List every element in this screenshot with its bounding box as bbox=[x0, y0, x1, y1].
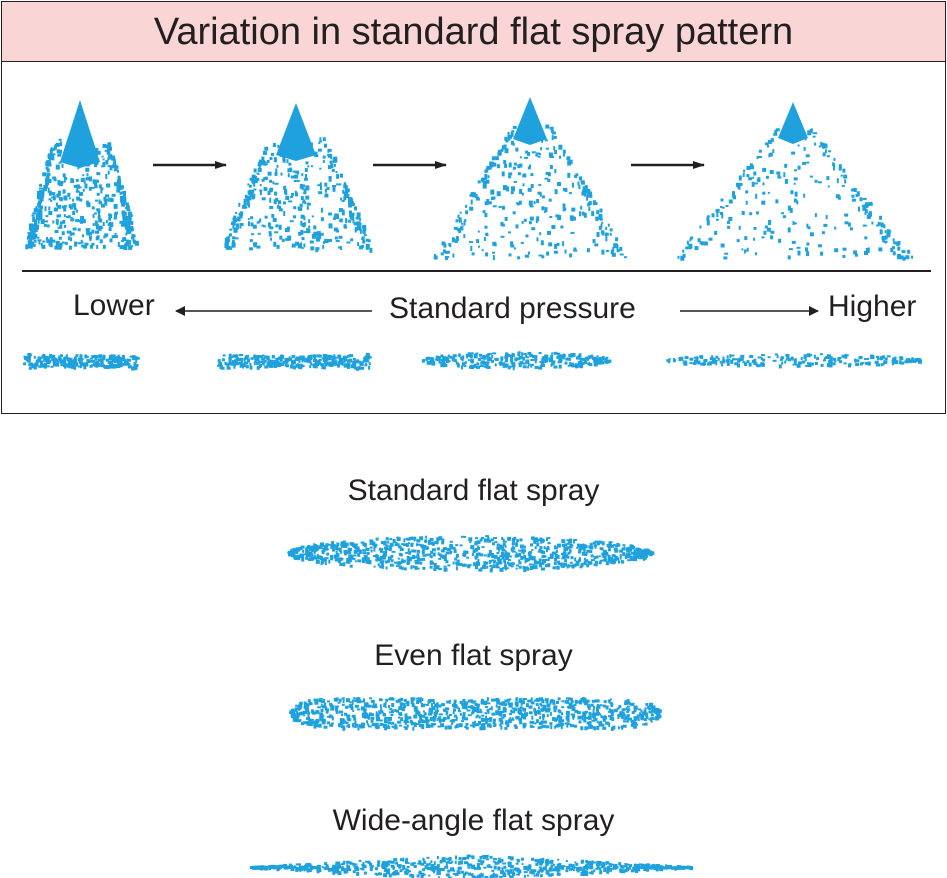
spray-dot-layer bbox=[23, 97, 922, 878]
standard-flat-spray-section bbox=[287, 535, 655, 573]
lower-pressure-fan-spray bbox=[25, 100, 139, 250]
higher-pressure-cross-section bbox=[666, 353, 922, 369]
higher-pressure-label: Higher bbox=[828, 290, 917, 323]
standard-flat-spray-caption: Standard flat spray bbox=[347, 474, 600, 507]
wide-angle-flat-spray-section bbox=[250, 854, 694, 878]
standard-pressure-fan-spray bbox=[433, 97, 627, 261]
higher-pressure-fan-spray bbox=[677, 102, 913, 261]
medium-low-pressure-fan-spray bbox=[224, 103, 373, 253]
even-flat-spray-section bbox=[289, 697, 662, 731]
lower-pressure-label: Lower bbox=[73, 289, 155, 322]
standard-pressure-cross-section bbox=[421, 351, 612, 371]
wide-angle-flat-spray-caption: Wide-angle flat spray bbox=[332, 804, 615, 837]
panel-title-bar: Variation in standard flat spray pattern bbox=[2, 2, 945, 62]
medium-low-pressure-cross-section bbox=[217, 352, 372, 371]
lower-pressure-cross-section bbox=[23, 353, 140, 371]
pressure-variation-panel: Variation in standard flat spray pattern bbox=[1, 1, 946, 414]
even-flat-spray-caption: Even flat spray bbox=[374, 639, 573, 672]
panel-title: Variation in standard flat spray pattern bbox=[153, 10, 794, 53]
standard-pressure-label: Standard pressure bbox=[389, 292, 636, 325]
divider-line bbox=[22, 270, 931, 272]
